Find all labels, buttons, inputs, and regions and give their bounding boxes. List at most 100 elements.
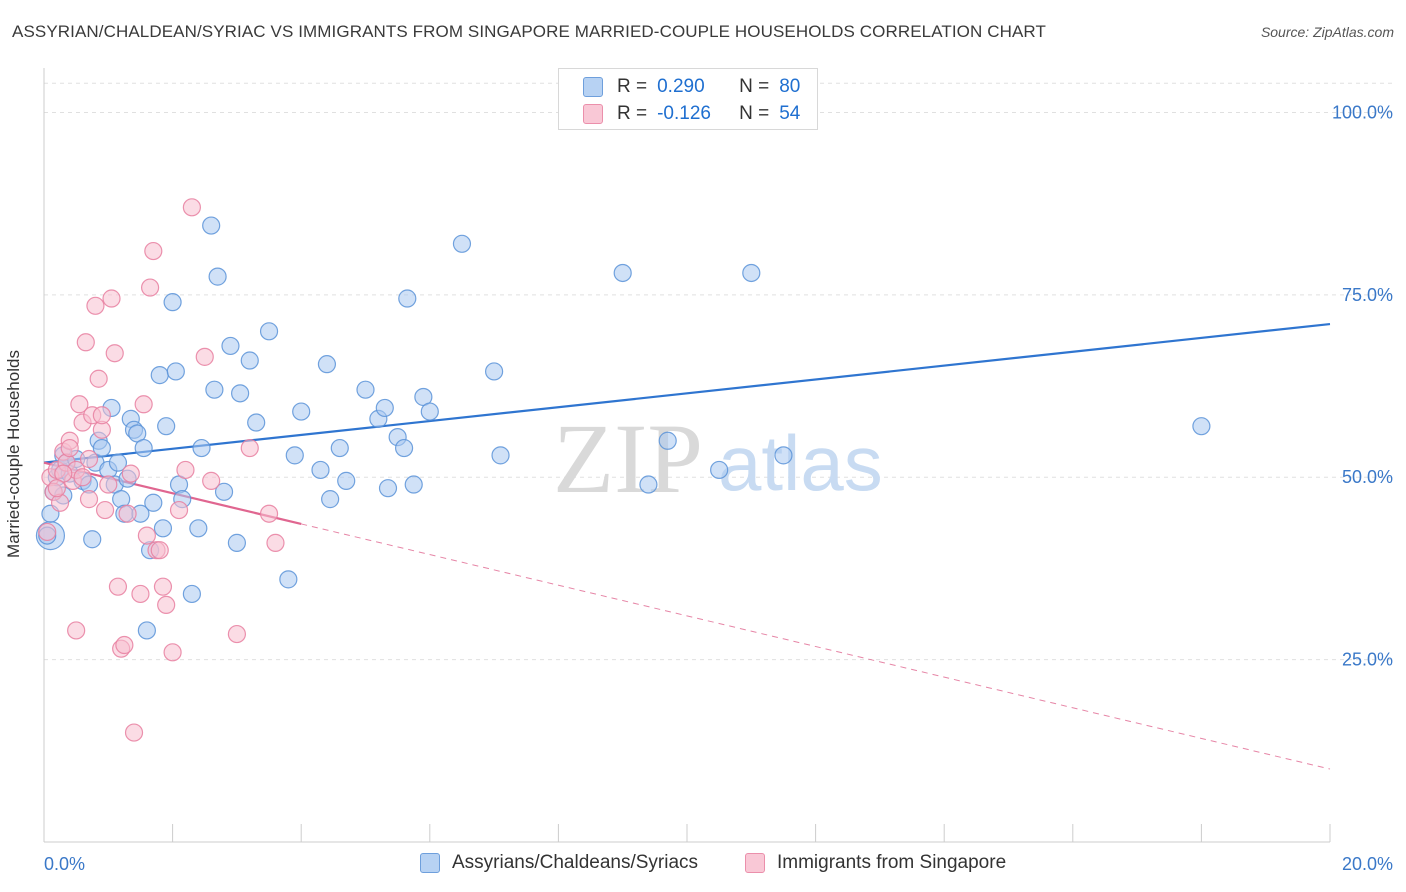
tick-labels: 25.0% 50.0% 75.0% 100.0% 0.0% 20.0% [44,102,1393,874]
bottom-legend-label: Assyrians/Chaldeans/Syriacs [452,852,699,873]
point-singapore [195,347,214,366]
point-assyrians [613,263,632,283]
point-singapore [266,533,285,552]
point-singapore [89,369,108,388]
point-assyrians [83,530,102,549]
point-singapore [227,624,246,644]
legend-r-value: -0.126 [657,103,711,124]
point-assyrians [137,621,156,640]
legend-swatch-pink [583,104,603,124]
point-singapore [60,438,79,458]
bottom-legend-assyrians: Assyrians/Chaldeans/Syriacs [420,852,698,874]
point-assyrians [221,336,240,356]
y-tick-label: 75.0% [1342,285,1393,305]
trend-line-singapore-extended [301,523,1331,770]
y-tick-label: 25.0% [1342,650,1393,670]
point-assyrians [214,482,234,501]
y-tick-label: 50.0% [1342,467,1393,487]
point-assyrians [330,438,349,458]
point-assyrians [378,479,398,498]
bottom-legend-swatch-blue [420,853,440,873]
y-axis-label: Married-couple Households [4,350,23,558]
point-singapore [86,296,105,315]
point-assyrians [398,289,417,308]
point-singapore [157,595,176,615]
point-singapore [124,723,144,742]
point-assyrians [420,402,439,421]
legend-row-singapore: R = -0.126 N = 54 [583,103,800,125]
point-singapore [202,471,221,490]
point-assyrians [163,293,182,312]
point-singapore [131,584,150,604]
legend-n-label: N = [739,76,770,97]
axes [43,68,1331,843]
point-assyrians [742,263,761,283]
point-singapore [153,577,173,596]
point-singapore [240,438,259,458]
point-assyrians [192,438,211,458]
point-assyrians [317,355,337,374]
point-assyrians [285,446,304,465]
point-assyrians [240,351,259,370]
point-singapore [137,526,156,545]
point-singapore [79,490,99,509]
point-assyrians [394,438,414,458]
point-singapore [115,635,134,655]
legend-row-assyrians: R = 0.290 N = 80 [583,76,800,98]
point-singapore [150,541,169,560]
trend-line-assyrians [43,322,1331,464]
point-singapore [47,479,66,498]
legend-n-value: 54 [779,103,801,124]
watermark-atlas: atlas [718,419,883,507]
point-assyrians [108,453,128,472]
point-singapore [134,395,153,414]
point-assyrians [134,438,153,458]
point-assyrians [710,460,729,480]
point-assyrians [205,380,224,399]
point-singapore [95,500,115,520]
point-assyrians [166,362,185,381]
point-singapore [169,500,189,520]
point-assyrians [337,471,356,490]
point-assyrians [247,413,266,432]
point-assyrians [774,446,793,465]
bottom-legend-swatch-pink [745,853,765,873]
legend-n-value: 80 [779,76,801,97]
point-assyrians [375,398,394,418]
point-assyrians [208,267,227,286]
point-singapore [102,289,121,308]
point-singapore [76,333,95,352]
point-assyrians [485,362,504,381]
source-credit: Source: ZipAtlas.com [1260,24,1394,40]
point-assyrians [491,446,510,465]
correlation-legend: R = 0.290 N = 80 R = -0.126 N = 54 [558,68,818,130]
point-assyrians [321,490,340,509]
point-assyrians [202,216,221,235]
legend-r-value: 0.290 [657,76,705,97]
legend-swatch-blue [583,77,603,97]
point-assyrians [227,533,246,552]
watermark-zip: ZIP [553,403,703,514]
point-singapore [108,577,128,596]
point-assyrians [182,584,201,604]
point-assyrians [639,475,658,494]
chart-title: ASSYRIAN/CHALDEAN/SYRIAC VS IMMIGRANTS F… [12,22,1046,41]
point-assyrians [153,519,173,538]
x-tick-label: 0.0% [44,854,85,874]
point-singapore [176,460,195,480]
point-assyrians [658,431,677,450]
point-singapore [67,621,86,640]
point-singapore [144,241,163,261]
x-tick-label: 20.0% [1342,854,1393,874]
bottom-legend-singapore: Immigrants from Singapore [745,852,1006,874]
bottom-legend-label: Immigrants from Singapore [777,852,1007,873]
point-singapore [163,643,182,662]
point-assyrians [279,570,298,589]
point-singapore [92,406,111,425]
point-singapore [121,464,140,483]
point-singapore [140,278,160,297]
point-singapore [105,344,124,363]
gridlines [44,82,1392,661]
legend-n-label: N = [739,103,770,124]
